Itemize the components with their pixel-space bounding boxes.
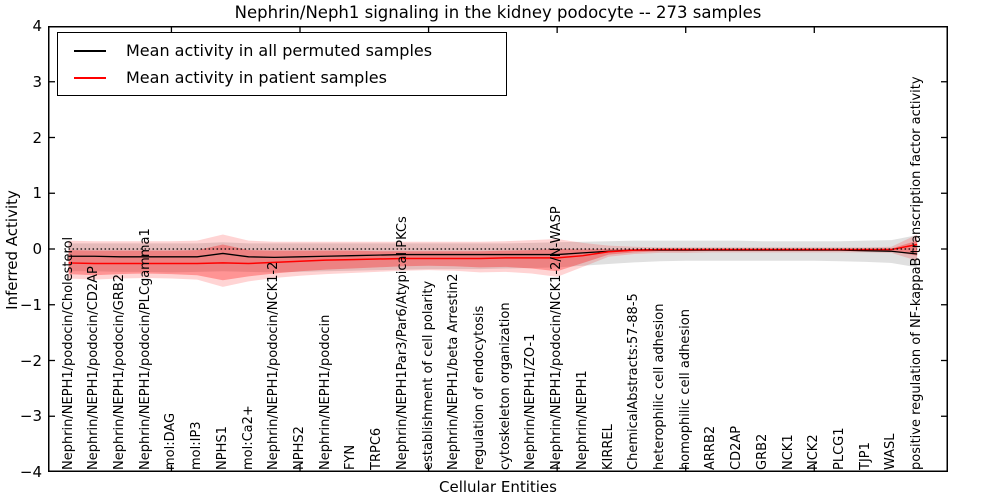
legend-entry-permuted: Mean activity in all permuted samples <box>58 41 506 60</box>
plot-area: Nephrin/NEPH1/podocin/Cholesterol Nephrin… <box>48 26 948 472</box>
y-tick-label: 3 <box>32 72 42 91</box>
x-category-label: mol:IP3 <box>189 421 205 470</box>
y-tick-label: 1 <box>32 184 42 203</box>
y-tick-label: −3 <box>19 407 42 426</box>
legend-label: Mean activity in all permuted samples <box>126 41 433 60</box>
line-mean-activity-in-patient-samples <box>68 243 918 265</box>
x-category-label: Nephrin/NEPH1/podocin/NCK1-2/N-WASP <box>549 206 565 470</box>
x-category-label: Nephrin/NEPH1 <box>574 370 590 470</box>
legend-line-red <box>74 76 106 79</box>
x-category-label: ChemicalAbstracts:57-88-5 <box>626 293 642 470</box>
x-category-label: cytoskeleton organization <box>497 302 513 470</box>
x-category-label: PLCG1 <box>832 427 847 470</box>
x-category-label: TJP1 <box>857 442 873 470</box>
x-category-label: CD2AP <box>729 425 745 470</box>
x-category-label: homophilic cell adhesion <box>677 309 693 470</box>
x-category-label: Nephrin/NEPH1/podocin <box>317 314 333 470</box>
x-category-label: NPHS1 <box>214 426 230 470</box>
x-category-label: Nephrin/NEPH1/podocin/PLCgamma1 <box>137 228 153 470</box>
x-category-label: NCK1 <box>780 434 796 470</box>
x-category-label: TRPC6 <box>369 427 385 470</box>
legend-label: Mean activity in patient samples <box>126 68 387 87</box>
x-category-label: NCK2 <box>806 434 822 470</box>
x-category-label: ARRB2 <box>703 425 719 470</box>
x-category-label: Nephrin/NEPH1/ZO-1 <box>523 333 539 470</box>
band-permuted-samples-envelope <box>68 235 918 273</box>
y-tick-label: 0 <box>32 240 42 258</box>
y-tick-label: −2 <box>19 351 42 370</box>
x-category-label: Nephrin/NEPH1/podocin/GRB2 <box>112 273 127 470</box>
band-patient-samples-envelope-outer- <box>68 234 918 287</box>
x-axis-label: Cellular Entities <box>439 478 557 496</box>
x-category-label: mol:DAG <box>163 412 179 470</box>
y-tick-label: −1 <box>19 295 42 314</box>
x-category-label: WASL <box>883 433 899 470</box>
axes-frame <box>48 26 948 472</box>
x-category-label: Nephrin/NEPH1Par3/Par6/Atypical PKCs <box>394 216 410 470</box>
x-category-label: Nephrin/NEPH1/podocin/NCK1-2 <box>266 261 282 470</box>
x-category-label: KIRREL <box>600 424 616 470</box>
y-tick-label: 2 <box>32 128 42 147</box>
x-category-label: positive regulation of NF-kappaB transcr… <box>909 76 925 470</box>
x-category-label: regulation of endocytosis <box>472 305 487 470</box>
legend-entry-patient: Mean activity in patient samples <box>58 68 506 87</box>
legend-line-black <box>74 49 106 52</box>
x-category-label: FYN <box>343 444 359 470</box>
chart-canvas <box>48 26 948 472</box>
x-category-label: mol:Ca2+ <box>240 405 256 470</box>
x-category-label: GRB2 <box>754 433 770 470</box>
chart-title: Nephrin/Neph1 signaling in the kidney po… <box>234 3 762 22</box>
legend: Mean activity in all permuted samples Me… <box>57 32 507 96</box>
y-tick-label: −4 <box>19 463 42 481</box>
x-category-label: Nephrin/NEPH1/podocin/Cholesterol <box>60 236 76 470</box>
x-category-label: establishment of cell polarity <box>420 280 436 470</box>
x-category-label: heterophilic cell adhesion <box>652 303 667 471</box>
y-tick-label: 4 <box>32 17 42 35</box>
x-category-label: Nephrin/NEPH1/podocin/CD2AP <box>86 266 102 470</box>
x-category-label: Nephrin/NEPH1/beta Arrestin2 <box>446 273 462 471</box>
x-category-label: NPHS2 <box>292 426 307 470</box>
